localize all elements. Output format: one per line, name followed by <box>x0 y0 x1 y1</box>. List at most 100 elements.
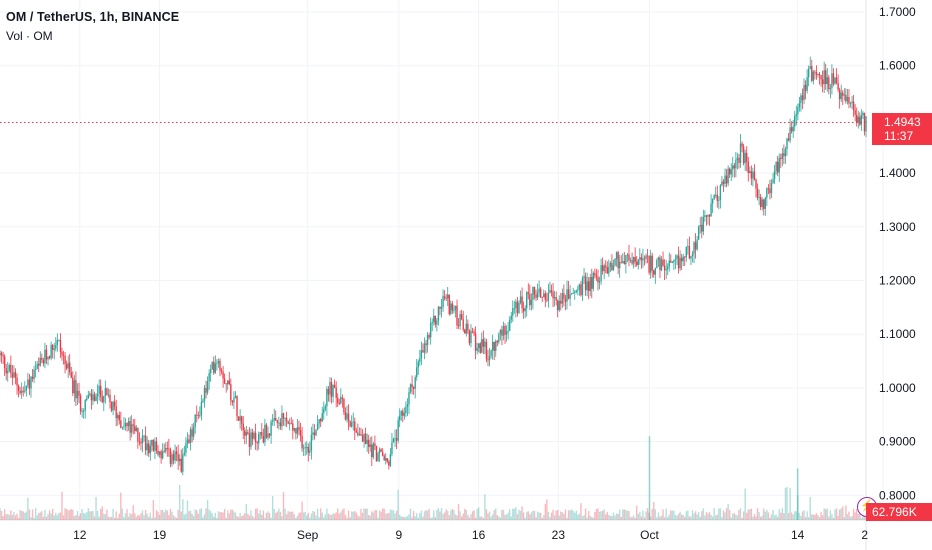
candle-body <box>123 426 125 428</box>
time-tick-label: 19 <box>153 528 167 542</box>
candle-body <box>707 214 709 217</box>
price-tick-label: 1.7000 <box>879 5 916 19</box>
candle-body <box>804 85 807 91</box>
volume-bar <box>118 513 120 520</box>
candle-body <box>431 322 433 323</box>
volume-bar <box>312 510 314 520</box>
candle-body <box>618 262 621 269</box>
volume-bar <box>265 512 268 520</box>
candle-body <box>586 281 588 291</box>
candle-body <box>673 259 675 263</box>
candle-body <box>807 68 810 78</box>
candle-body <box>594 272 596 276</box>
volume-bar <box>521 506 523 520</box>
volume-bar <box>801 511 804 520</box>
price-tick-label: 1.1000 <box>879 327 916 341</box>
candle-body <box>653 270 655 275</box>
volume-bar <box>76 510 79 520</box>
candle-body <box>470 331 472 344</box>
volume-bar <box>127 516 130 520</box>
volume-bar <box>25 511 28 520</box>
volume-bar <box>354 511 356 520</box>
candle-body <box>448 294 450 314</box>
candle-body <box>395 438 398 441</box>
volume-bar <box>544 503 547 520</box>
candle-body <box>557 300 559 311</box>
volume-bar <box>429 517 432 520</box>
candle-body <box>767 188 770 190</box>
candle-body <box>603 265 605 272</box>
candle-body <box>443 296 446 298</box>
volume-bar <box>72 509 74 520</box>
candle-body <box>512 308 514 316</box>
candle-body <box>53 348 55 350</box>
volume-bar <box>451 508 454 520</box>
candle-body <box>842 92 844 96</box>
volume-bar <box>81 508 83 520</box>
volume-bar <box>254 508 257 520</box>
volume-bar <box>11 514 14 520</box>
volume-bar <box>329 514 331 520</box>
candle-body <box>608 266 610 274</box>
candle-body <box>27 379 29 386</box>
volume-bar <box>587 511 590 520</box>
volume-bar <box>120 492 122 520</box>
volume-bar <box>406 516 409 520</box>
candle-body <box>507 330 509 332</box>
volume-bar <box>820 511 822 520</box>
volume-bar <box>205 508 207 520</box>
candle-body <box>462 319 464 330</box>
volume-bar <box>595 509 598 520</box>
candle-body <box>126 422 128 427</box>
volume-bar <box>412 511 415 520</box>
candle-body <box>766 188 768 198</box>
volume-bar <box>736 515 739 520</box>
volume-bar <box>293 514 296 520</box>
volume-bar <box>786 487 788 520</box>
candle-body <box>380 449 382 452</box>
candle-body <box>634 257 636 262</box>
volume-bar <box>665 508 667 520</box>
candle-body <box>96 393 99 397</box>
volume-bar <box>728 510 731 520</box>
candle-body <box>820 75 822 80</box>
volume-bar <box>137 515 139 520</box>
candle-body <box>646 255 649 257</box>
candle-body <box>175 451 178 455</box>
volume-bar <box>535 517 537 520</box>
candle-body <box>654 268 657 275</box>
volume-bar <box>856 509 858 520</box>
candle-body <box>366 439 368 444</box>
candle-body <box>504 326 506 335</box>
volume-bar <box>42 516 45 520</box>
candle-body <box>769 188 771 194</box>
volume-bar <box>372 512 375 520</box>
volume-bar <box>183 514 186 520</box>
symbol-title[interactable]: OM / TetherUS, 1h, BINANCE <box>6 10 180 24</box>
volume-bar <box>631 517 633 520</box>
candle-body <box>659 257 661 271</box>
volume-bar <box>747 509 749 520</box>
volume-bar <box>481 516 483 520</box>
volume-bar <box>566 517 568 520</box>
candle-body <box>75 380 77 399</box>
volume-bar <box>106 509 108 520</box>
volume-bar <box>563 513 565 520</box>
volume-bar <box>557 509 559 520</box>
volume-bar <box>281 516 283 520</box>
volume-bar <box>7 513 9 520</box>
candle-body <box>611 262 613 270</box>
volume-bar <box>101 506 103 520</box>
volume-bar <box>694 511 697 520</box>
candle-body <box>467 323 469 331</box>
candle-body <box>104 388 107 397</box>
volume-bar <box>817 515 819 520</box>
candle-body <box>746 152 748 162</box>
candle-body <box>321 413 323 422</box>
volume-bar <box>735 514 737 520</box>
volume-bar <box>764 511 767 520</box>
volume-bar <box>327 513 330 520</box>
volume-indicator-label[interactable]: Vol · OM <box>6 29 53 43</box>
